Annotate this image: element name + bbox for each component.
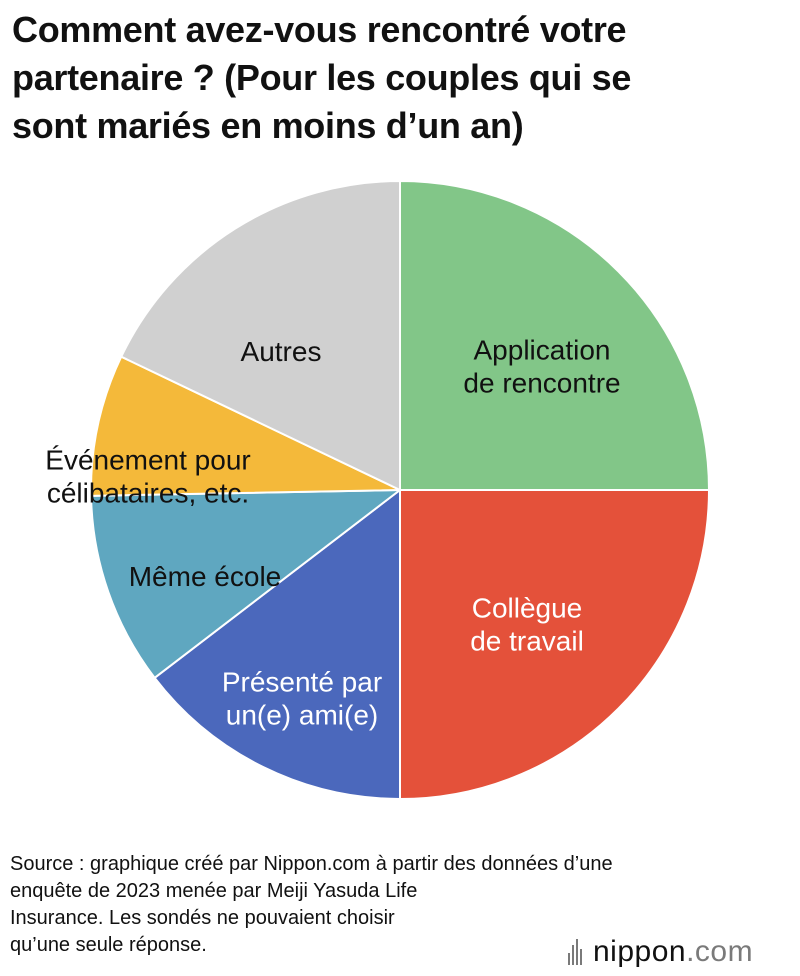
slice-label: Application de rencontre	[463, 335, 620, 399]
source-line: Insurance. Les sondés ne pouvaient chois…	[10, 907, 395, 929]
slice-label-line: célibataires, etc.	[47, 478, 249, 509]
nippon-logo: nippon.com	[568, 935, 753, 969]
source-note: Source : graphique créé par Nippon.com à…	[10, 851, 613, 959]
slice-label-line: Collègue	[472, 593, 583, 624]
logo-name: nippon	[593, 935, 687, 968]
chart-title: Comment avez-vous rencontré votre parten…	[12, 6, 782, 150]
chart-title-line: sont mariés en moins d’un an)	[12, 105, 524, 146]
pie-slice	[90, 488, 404, 680]
slice-label-line: Application	[474, 335, 611, 366]
slice-label: Événement pour célibataires, etc.	[45, 445, 250, 509]
slice-label-line: de rencontre	[463, 368, 620, 399]
slice-label-line: Même école	[129, 561, 282, 592]
pie-slice	[399, 179, 711, 491]
source-line: qu’une seule réponse.	[10, 934, 207, 956]
slice-label: Autres	[241, 336, 322, 367]
source-line: Source : graphique créé par Nippon.com à…	[10, 853, 613, 875]
slice-label: Collègue de travail	[470, 593, 584, 657]
slice-label-line: de travail	[470, 626, 584, 657]
chart-title-line: Comment avez-vous rencontré votre	[12, 9, 627, 50]
slice-label: Même école	[129, 561, 282, 592]
source-line: enquête de 2023 menée par Meiji Yasuda L…	[10, 880, 418, 902]
pie-slice	[399, 489, 711, 801]
pie-slice	[153, 487, 401, 801]
logo-suffix: .com	[686, 935, 754, 968]
slice-label: Présenté par un(e) ami(e)	[222, 667, 382, 731]
slice-label-line: Événement pour	[45, 445, 250, 476]
slice-label-line: Autres	[241, 336, 322, 367]
logo-text: nippon.com	[593, 935, 753, 969]
pie-slice	[119, 179, 401, 492]
logo-bars-icon	[568, 939, 584, 965]
slice-label-line: un(e) ami(e)	[226, 700, 378, 731]
pie-slice	[90, 355, 401, 497]
slice-label-line: Présenté par	[222, 667, 382, 698]
chart-title-line: partenaire ? (Pour les couples qui se	[12, 57, 632, 98]
